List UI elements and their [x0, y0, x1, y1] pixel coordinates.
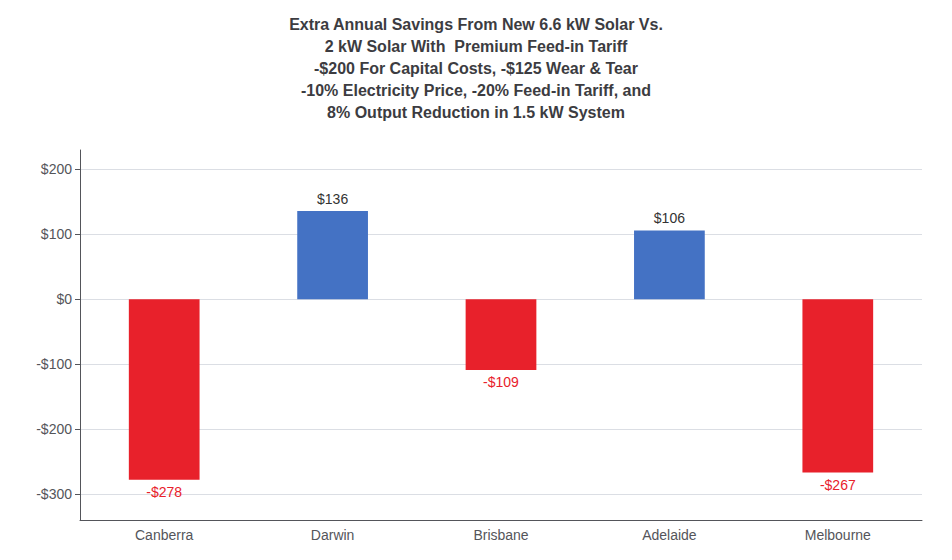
svg-text:Canberra: Canberra	[135, 527, 194, 543]
svg-text:-$200 For Capital Costs, -$125: -$200 For Capital Costs, -$125 Wear & Te…	[314, 60, 638, 77]
svg-text:Brisbane: Brisbane	[473, 527, 528, 543]
svg-text:Melbourne: Melbourne	[805, 527, 871, 543]
svg-text:Extra Annual Savings From New: Extra Annual Savings From New 6.6 kW Sol…	[289, 16, 663, 33]
svg-text:Darwin: Darwin	[311, 527, 355, 543]
svg-text:$100: $100	[41, 226, 72, 242]
svg-text:-$278: -$278	[146, 484, 182, 500]
svg-text:-$100: -$100	[36, 356, 72, 372]
svg-text:$0: $0	[56, 291, 72, 307]
svg-text:2 kW Solar With Premium Feed-: 2 kW Solar With Premium Feed-in Tariff	[325, 38, 628, 55]
svg-text:-$300: -$300	[36, 486, 72, 502]
svg-text:-$267: -$267	[820, 477, 856, 493]
svg-text:$106: $106	[654, 210, 685, 226]
svg-text:$200: $200	[41, 161, 72, 177]
svg-text:Adelaide: Adelaide	[642, 527, 697, 543]
svg-text:$136: $136	[317, 191, 348, 207]
svg-text:-10% Electricity Price, -20% F: -10% Electricity Price, -20% Feed-in Tar…	[301, 82, 651, 99]
svg-text:-$200: -$200	[36, 421, 72, 437]
svg-text:8% Output Reduction in 1.5 kW: 8% Output Reduction in 1.5 kW System	[327, 104, 625, 121]
svg-text:-$109: -$109	[483, 374, 519, 390]
